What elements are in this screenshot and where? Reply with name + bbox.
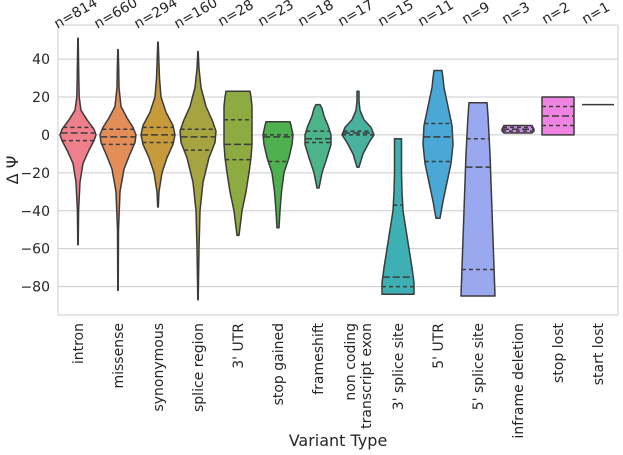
x-tick-labels: intron missense synonymous splice region 3' … — [71, 322, 607, 438]
count-label: n=2 — [539, 0, 573, 28]
count-label: n=15 — [375, 0, 416, 30]
y-tick-label: −40 — [20, 204, 50, 220]
violin-inframe-deletion — [501, 124, 535, 134]
violin-body — [262, 120, 294, 229]
y-tick-label: 40 — [32, 52, 50, 68]
violin-body — [460, 101, 496, 297]
violin-frameshift — [304, 103, 332, 189]
violin-body — [422, 69, 454, 220]
violin-5-splice-site — [460, 101, 496, 297]
violin-splice-region — [179, 50, 217, 301]
y-tick-label: 0 — [41, 128, 50, 144]
count-label: n=23 — [255, 0, 296, 30]
x-tick-label: 3' UTR — [231, 323, 247, 369]
count-label: n=660 — [92, 0, 141, 32]
count-label: n=17 — [335, 0, 376, 30]
y-grid-lines — [58, 58, 618, 288]
x-tick-label: frameshift — [311, 322, 327, 394]
violin-body — [99, 48, 137, 292]
count-labels: n=814n=660n=294n=160n=28n=23n=18n=17n=15… — [52, 0, 613, 32]
violin-body — [179, 50, 217, 301]
violin-stop-lost — [541, 96, 575, 136]
x-axis-label: Variant Type — [289, 431, 388, 450]
plot-area-frame — [57, 24, 619, 316]
x-tick-label: non coding — [343, 323, 359, 401]
violin-body — [140, 41, 176, 208]
y-tick-labels: 40 20 0 −20 −40 −60 −80 — [20, 52, 50, 295]
violin-stop-gained — [262, 120, 294, 229]
count-label: n=9 — [459, 0, 493, 28]
x-tick-label: stop lost — [551, 323, 567, 383]
violin-non-coding-transcript-exon — [341, 90, 375, 168]
y-tick-label: 20 — [32, 90, 50, 106]
y-tick-label: −60 — [20, 242, 50, 258]
x-tick-label: 5' splice site — [471, 323, 487, 410]
count-label: n=814 — [52, 0, 101, 32]
x-tick-label: 5' UTR — [431, 323, 447, 369]
count-label: n=3 — [499, 0, 533, 28]
count-label: n=294 — [132, 0, 181, 32]
count-label: n=28 — [215, 0, 256, 30]
x-tick-label: splice region — [191, 323, 207, 412]
violin-3-splice-site — [381, 137, 415, 295]
violin-intron — [59, 37, 97, 246]
y-tick-label: −80 — [20, 280, 50, 296]
violin-5-utr — [422, 69, 454, 220]
count-label: n=1 — [579, 0, 613, 28]
count-label: n=18 — [295, 0, 336, 30]
y-axis-label: Δ Ψ — [3, 156, 22, 185]
violin-missense — [99, 48, 137, 292]
violin-body — [341, 90, 375, 168]
y-tick-label: −20 — [20, 166, 50, 182]
violin-body — [59, 37, 97, 246]
x-tick-label: 3' splice site — [391, 323, 407, 410]
x-tick-label: synonymous — [151, 323, 167, 412]
violin-body — [304, 103, 332, 189]
violin-body — [381, 137, 415, 295]
violins — [59, 37, 614, 301]
violin-3-utr — [223, 90, 253, 237]
x-tick-label: intron — [71, 323, 87, 364]
count-label: n=11 — [415, 0, 456, 30]
x-tick-label: stop gained — [271, 323, 287, 405]
count-label: n=160 — [172, 0, 221, 32]
x-tick-label: inframe deletion — [511, 323, 527, 439]
x-tick-label: start lost — [591, 322, 607, 385]
x-tick-label: missense — [111, 323, 127, 389]
violin-body — [223, 90, 253, 237]
violin-synonymous — [140, 41, 176, 208]
x-tick-label: transcript exon — [359, 323, 375, 429]
